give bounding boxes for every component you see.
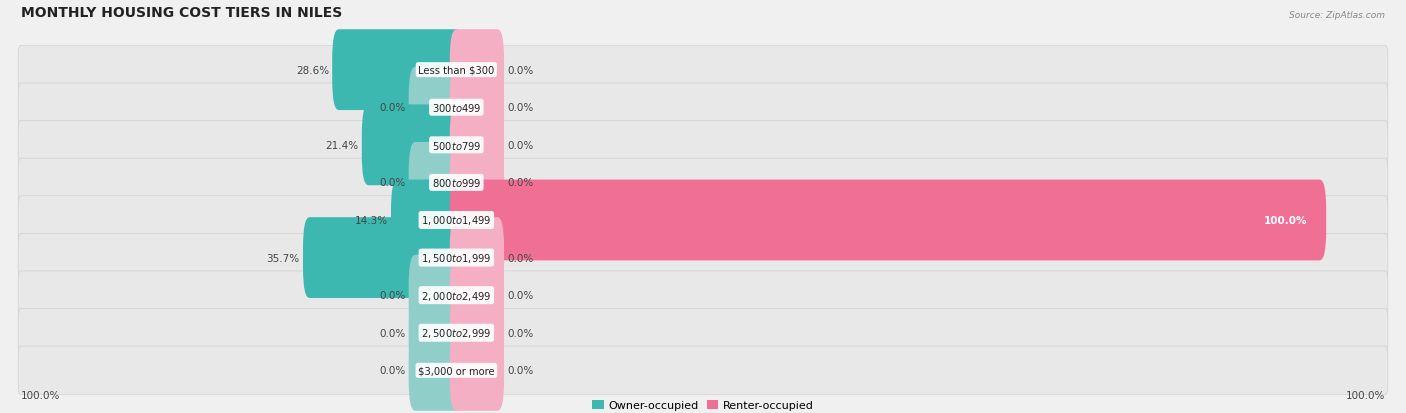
FancyBboxPatch shape: [450, 68, 503, 148]
Text: 0.0%: 0.0%: [508, 103, 533, 113]
FancyBboxPatch shape: [450, 218, 503, 298]
Text: MONTHLY HOUSING COST TIERS IN NILES: MONTHLY HOUSING COST TIERS IN NILES: [21, 6, 342, 20]
FancyBboxPatch shape: [18, 234, 1388, 282]
FancyBboxPatch shape: [409, 293, 463, 373]
FancyBboxPatch shape: [450, 105, 503, 186]
Text: Less than $300: Less than $300: [418, 66, 495, 76]
FancyBboxPatch shape: [18, 196, 1388, 244]
FancyBboxPatch shape: [450, 30, 503, 111]
Text: 21.4%: 21.4%: [325, 140, 359, 150]
Text: 0.0%: 0.0%: [508, 66, 533, 76]
Text: Source: ZipAtlas.com: Source: ZipAtlas.com: [1289, 11, 1385, 20]
Text: $3,000 or more: $3,000 or more: [418, 366, 495, 375]
Text: 35.7%: 35.7%: [267, 253, 299, 263]
FancyBboxPatch shape: [409, 68, 463, 148]
Text: 0.0%: 0.0%: [380, 290, 405, 300]
FancyBboxPatch shape: [450, 180, 1326, 261]
Text: 14.3%: 14.3%: [354, 216, 388, 225]
FancyBboxPatch shape: [18, 84, 1388, 132]
Text: 0.0%: 0.0%: [508, 140, 533, 150]
FancyBboxPatch shape: [409, 330, 463, 411]
FancyBboxPatch shape: [409, 142, 463, 223]
Text: 0.0%: 0.0%: [380, 178, 405, 188]
Text: $800 to $999: $800 to $999: [432, 177, 481, 189]
Legend: Owner-occupied, Renter-occupied: Owner-occupied, Renter-occupied: [592, 400, 814, 411]
Text: 28.6%: 28.6%: [295, 66, 329, 76]
Text: $300 to $499: $300 to $499: [432, 102, 481, 114]
Text: 0.0%: 0.0%: [380, 366, 405, 375]
FancyBboxPatch shape: [332, 30, 463, 111]
Text: 100.0%: 100.0%: [1346, 390, 1385, 400]
Text: 0.0%: 0.0%: [508, 253, 533, 263]
FancyBboxPatch shape: [18, 346, 1388, 395]
FancyBboxPatch shape: [18, 46, 1388, 95]
Text: $500 to $799: $500 to $799: [432, 140, 481, 152]
FancyBboxPatch shape: [18, 159, 1388, 207]
Text: 0.0%: 0.0%: [508, 366, 533, 375]
Text: $2,000 to $2,499: $2,000 to $2,499: [422, 289, 492, 302]
Text: 0.0%: 0.0%: [380, 103, 405, 113]
FancyBboxPatch shape: [450, 255, 503, 336]
Text: 0.0%: 0.0%: [508, 178, 533, 188]
FancyBboxPatch shape: [450, 330, 503, 411]
FancyBboxPatch shape: [450, 293, 503, 373]
Text: 100.0%: 100.0%: [21, 390, 60, 400]
Text: 0.0%: 0.0%: [380, 328, 405, 338]
Text: $2,500 to $2,999: $2,500 to $2,999: [422, 326, 492, 339]
FancyBboxPatch shape: [391, 180, 463, 261]
FancyBboxPatch shape: [450, 142, 503, 223]
Text: 0.0%: 0.0%: [508, 290, 533, 300]
FancyBboxPatch shape: [18, 271, 1388, 320]
FancyBboxPatch shape: [361, 105, 463, 186]
FancyBboxPatch shape: [18, 121, 1388, 170]
FancyBboxPatch shape: [409, 255, 463, 336]
FancyBboxPatch shape: [304, 218, 463, 298]
Text: $1,500 to $1,999: $1,500 to $1,999: [422, 252, 492, 264]
Text: 100.0%: 100.0%: [1264, 216, 1308, 225]
Text: $1,000 to $1,499: $1,000 to $1,499: [422, 214, 492, 227]
Text: 0.0%: 0.0%: [508, 328, 533, 338]
FancyBboxPatch shape: [18, 309, 1388, 357]
